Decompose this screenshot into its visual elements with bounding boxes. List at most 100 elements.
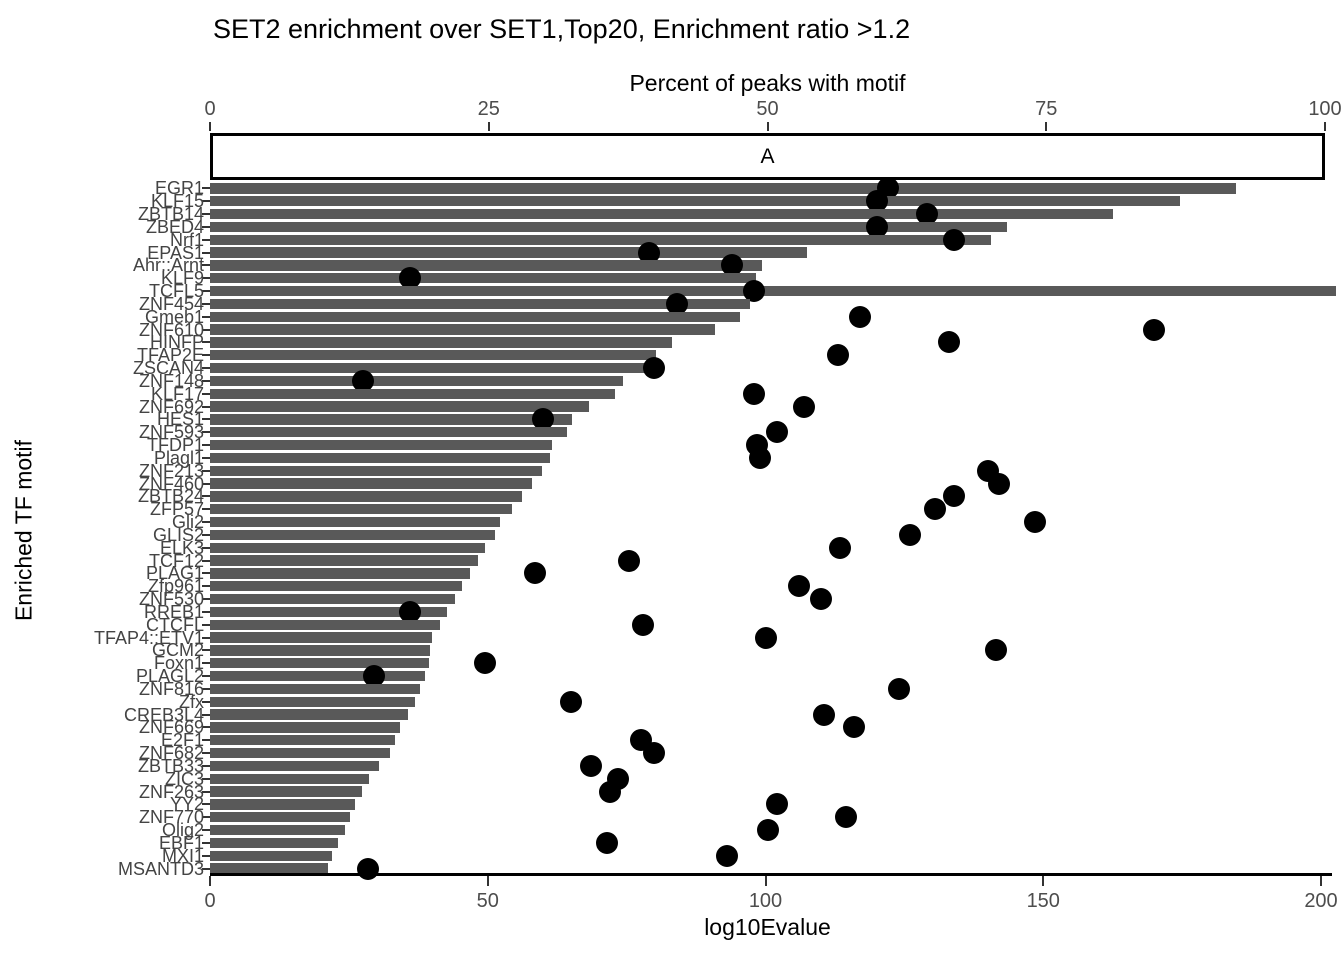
y-tick-label: EPAS1 bbox=[147, 242, 204, 263]
data-point-ZBTB24 bbox=[943, 485, 966, 508]
data-point-ZBTB33 bbox=[579, 754, 602, 777]
y-tick-label: ZNF610 bbox=[138, 319, 204, 340]
y-axis-tick bbox=[202, 816, 210, 819]
data-point-CTCFL bbox=[632, 613, 655, 636]
data-point-ELK3 bbox=[829, 536, 852, 559]
y-axis-tick bbox=[202, 392, 210, 395]
y-tick-label: HES1 bbox=[156, 409, 204, 430]
y-tick-label: Ahr::Arnt bbox=[132, 255, 204, 276]
data-point-ZFP57 bbox=[923, 498, 946, 521]
y-axis-tick bbox=[202, 264, 210, 267]
facet-strip-label: A bbox=[760, 144, 775, 168]
data-point-YY2 bbox=[765, 793, 788, 816]
y-tick-label: GCM2 bbox=[151, 640, 204, 661]
y-axis-tick bbox=[202, 687, 210, 690]
bar-KLF9 bbox=[210, 273, 757, 284]
bar-PLAG1 bbox=[210, 568, 470, 579]
y-axis-tick bbox=[202, 302, 210, 305]
y-tick-label: TFAP2E bbox=[136, 345, 204, 366]
bar-PLAGL2 bbox=[210, 670, 426, 682]
bar-ZNF610 bbox=[210, 324, 716, 335]
data-point-ZBTB14 bbox=[915, 203, 938, 226]
y-tick-label: TCFL5 bbox=[148, 281, 204, 302]
y-tick-label: ZNF213 bbox=[138, 460, 204, 481]
bar-HINFP bbox=[210, 337, 672, 348]
bar-ZNF682 bbox=[210, 747, 390, 759]
y-axis-tick bbox=[202, 559, 210, 562]
y-tick-label: GLIS2 bbox=[152, 524, 204, 545]
bottom-axis-tick-label: 0 bbox=[204, 890, 216, 912]
y-tick-label: EGR1 bbox=[154, 178, 204, 199]
bar-ZBTB24 bbox=[210, 491, 523, 502]
bar-Olig2 bbox=[210, 824, 345, 836]
bar-Zfx bbox=[210, 696, 416, 707]
data-point-ZSCAN4 bbox=[643, 357, 666, 380]
top-axis-tick bbox=[209, 122, 211, 131]
data-point-ZNF610 bbox=[1143, 318, 1166, 341]
y-axis-tick bbox=[202, 225, 210, 228]
bar-Plagl1 bbox=[210, 452, 551, 464]
bar-CREB3L4 bbox=[210, 709, 409, 720]
y-axis-tick bbox=[202, 598, 210, 601]
y-axis-tick bbox=[202, 636, 210, 639]
y-axis-tick bbox=[202, 854, 210, 857]
bottom-axis-tick-label: 50 bbox=[476, 890, 499, 912]
y-tick-label: MSANTD3 bbox=[117, 858, 204, 879]
data-point-ZNF682 bbox=[643, 742, 666, 765]
y-axis-tick bbox=[202, 803, 210, 806]
bar-GCM2 bbox=[210, 645, 430, 656]
bar-ZSCAN4 bbox=[210, 362, 652, 374]
y-tick-label: Zfx bbox=[179, 691, 204, 712]
y-tick-label: ZSCAN4 bbox=[132, 358, 204, 379]
y-axis-tick bbox=[202, 713, 210, 716]
bottom-axis-tick bbox=[1042, 876, 1045, 886]
data-point-ZBED4 bbox=[865, 215, 888, 238]
data-point-RREB1 bbox=[398, 600, 421, 623]
bar-Nrf1 bbox=[210, 234, 991, 245]
y-tick-label: ZNF148 bbox=[138, 370, 204, 391]
y-axis-title: Enriched TF motif bbox=[10, 439, 37, 622]
data-point-ZNF770 bbox=[835, 806, 858, 829]
bottom-axis-tick bbox=[764, 876, 767, 886]
bar-ZBTB33 bbox=[210, 760, 380, 772]
y-axis-tick bbox=[202, 444, 210, 447]
y-tick-label: YY2 bbox=[169, 794, 204, 815]
top-axis-title: Percent of peaks with motif bbox=[629, 70, 906, 96]
y-axis-tick bbox=[202, 328, 210, 331]
y-axis-tick bbox=[202, 508, 210, 511]
y-axis-tick bbox=[202, 187, 210, 190]
top-axis-tick-label: 50 bbox=[756, 98, 779, 120]
data-point-ZNF263 bbox=[598, 780, 621, 803]
bar-Gli2 bbox=[210, 516, 500, 528]
bar-ZFP57 bbox=[210, 504, 513, 515]
bar-ZIC3 bbox=[210, 773, 370, 784]
data-point-CREB3L4 bbox=[812, 703, 835, 726]
bar-ZNF148 bbox=[210, 375, 623, 387]
data-point-GCM2 bbox=[985, 639, 1008, 662]
y-tick-label: ZBTB33 bbox=[137, 755, 204, 776]
y-tick-label: ZBTB24 bbox=[137, 486, 204, 507]
bottom-axis-tick-label: 200 bbox=[1304, 890, 1338, 912]
bar-ZBED4 bbox=[210, 221, 1008, 233]
y-axis-tick bbox=[202, 418, 210, 421]
y-tick-label: Plagl1 bbox=[153, 447, 204, 468]
y-axis-tick bbox=[202, 790, 210, 793]
bar-EPAS1 bbox=[210, 247, 807, 258]
top-axis-tick bbox=[1045, 122, 1048, 131]
bar-TFAP2E bbox=[210, 350, 656, 361]
y-tick-label: KLF17 bbox=[150, 383, 204, 404]
y-tick-label: Nrf1 bbox=[169, 229, 204, 250]
y-tick-label: KLF15 bbox=[150, 191, 204, 212]
y-tick-label: PLAGL2 bbox=[135, 666, 204, 687]
y-axis-tick bbox=[202, 662, 210, 665]
data-point-PLAG1 bbox=[523, 562, 546, 585]
data-point-TCFL5 bbox=[743, 280, 766, 303]
y-tick-label: MXI1 bbox=[161, 845, 204, 866]
data-point-HINFP bbox=[937, 331, 960, 354]
y-axis-tick bbox=[202, 546, 210, 549]
data-point-Nrf1 bbox=[943, 228, 966, 251]
y-axis-tick bbox=[202, 764, 210, 767]
data-point-ZNF530 bbox=[810, 588, 833, 611]
data-point-MXI1 bbox=[715, 844, 738, 867]
